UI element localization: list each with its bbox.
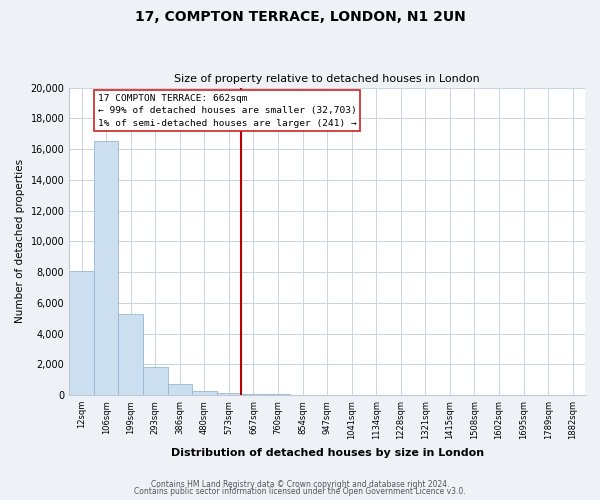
Text: Contains HM Land Registry data © Crown copyright and database right 2024.: Contains HM Land Registry data © Crown c… — [151, 480, 449, 489]
Bar — [192, 390, 217, 395]
X-axis label: Distribution of detached houses by size in London: Distribution of detached houses by size … — [170, 448, 484, 458]
Bar — [69, 270, 94, 395]
Bar — [217, 393, 241, 395]
Bar — [94, 142, 118, 395]
Text: Contains public sector information licensed under the Open Government Licence v3: Contains public sector information licen… — [134, 487, 466, 496]
Bar — [266, 394, 290, 395]
Bar — [143, 368, 167, 395]
Y-axis label: Number of detached properties: Number of detached properties — [15, 160, 25, 324]
Title: Size of property relative to detached houses in London: Size of property relative to detached ho… — [174, 74, 480, 84]
Text: 17 COMPTON TERRACE: 662sqm
← 99% of detached houses are smaller (32,703)
1% of s: 17 COMPTON TERRACE: 662sqm ← 99% of deta… — [98, 94, 356, 128]
Bar — [118, 314, 143, 395]
Bar — [167, 384, 192, 395]
Text: 17, COMPTON TERRACE, LONDON, N1 2UN: 17, COMPTON TERRACE, LONDON, N1 2UN — [134, 10, 466, 24]
Bar — [241, 394, 266, 395]
